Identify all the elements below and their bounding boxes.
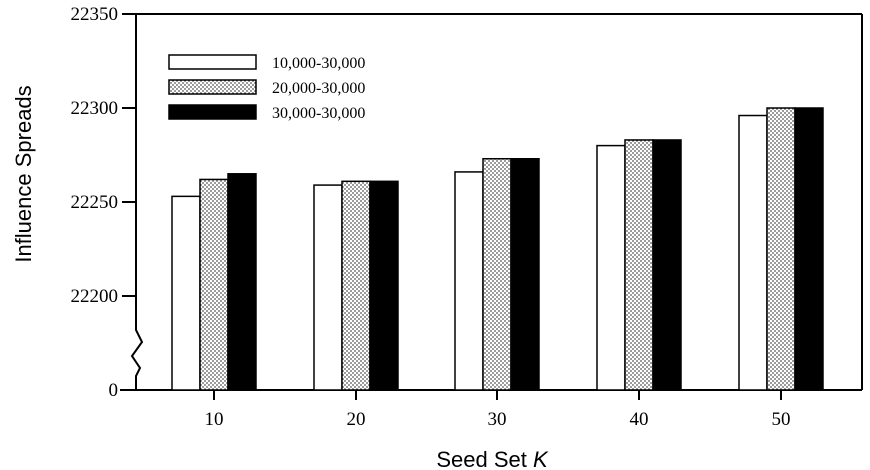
y-tick-label: 22250 xyxy=(71,192,119,213)
bar-20,000-30,000-40 xyxy=(624,139,654,391)
x-tick-label: 20 xyxy=(347,409,366,430)
bar-10,000-30,000-20 xyxy=(313,184,343,391)
bars xyxy=(171,107,824,391)
legend-label: 20,000-30,000 xyxy=(272,80,365,97)
bar-20,000-30,000-50 xyxy=(766,107,796,391)
legend-swatch-20,000-30,000 xyxy=(168,79,257,95)
y-tick-label: 22300 xyxy=(71,98,119,119)
bar-30,000-30,000-40 xyxy=(652,139,682,391)
bar-30,000-30,000-50 xyxy=(794,107,824,391)
legend: 10,000-30,000 20,000-30,000 30,000-30,000 xyxy=(168,54,365,122)
x-axis-ticks: 10 20 30 40 50 xyxy=(205,390,791,430)
y-tick-label: 0 xyxy=(109,380,119,401)
bar-10,000-30,000-50 xyxy=(738,114,768,391)
bar-30,000-30,000-10 xyxy=(227,173,257,391)
bar-10,000-30,000-40 xyxy=(596,144,626,391)
y-axis-ticks: 0 22200 22250 22300 22350 xyxy=(71,4,136,401)
x-axis-title: Seed Set K xyxy=(436,447,549,470)
x-tick-label: 30 xyxy=(488,409,507,430)
bar-20,000-30,000-30 xyxy=(482,158,512,391)
bar-20,000-30,000-10 xyxy=(199,178,229,391)
bar-10,000-30,000-10 xyxy=(171,195,201,391)
y-axis-line-with-break xyxy=(130,14,144,390)
bar-20,000-30,000-20 xyxy=(341,180,371,391)
x-tick-label: 40 xyxy=(630,409,649,430)
x-tick-label: 50 xyxy=(772,409,791,430)
bar-30,000-30,000-20 xyxy=(369,180,399,391)
legend-label: 30,000-30,000 xyxy=(272,105,365,122)
legend-swatch-30,000-30,000 xyxy=(168,104,257,120)
x-tick-label: 10 xyxy=(205,409,224,430)
legend-swatch-10,000-30,000 xyxy=(168,54,257,70)
y-tick-label: 22200 xyxy=(71,286,119,307)
bar-30,000-30,000-30 xyxy=(510,158,540,391)
y-tick-label: 22350 xyxy=(71,4,119,25)
y-axis-title: Influence Spreads xyxy=(11,85,36,262)
legend-label: 10,000-30,000 xyxy=(272,55,365,72)
bar-10,000-30,000-30 xyxy=(454,171,484,391)
